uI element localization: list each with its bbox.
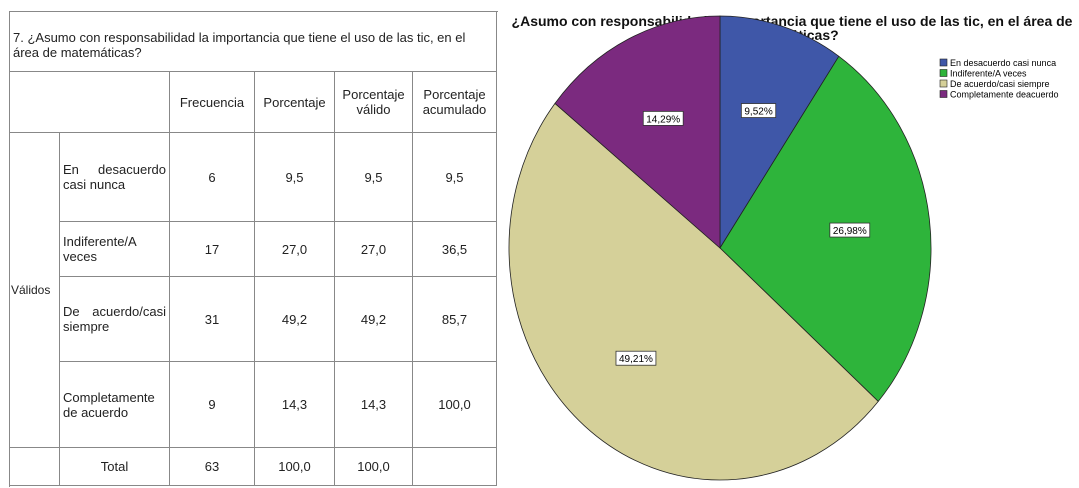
column-header: Porcentaje válido [335, 72, 413, 133]
table-cell: 49,2 [255, 277, 335, 362]
total-label: Total [60, 448, 170, 486]
legend-label: En desacuerdo casi nunca [950, 58, 1056, 68]
table-cell: 14,3 [335, 362, 413, 448]
data-label: 14,29% [646, 114, 680, 125]
pie-slice [719, 15, 840, 250]
header-blank [10, 72, 170, 133]
column-header: Porcentaje acumulado [413, 72, 497, 133]
table-cell: 27,0 [255, 222, 335, 277]
table-cell: 9,5 [335, 133, 413, 222]
legend-label: De acuerdo/casi siempre [950, 79, 1050, 89]
table-cell: 49,2 [335, 277, 413, 362]
legend-label: Indiferente/A veces [950, 69, 1027, 79]
row-label: Indiferente/A veces [60, 222, 170, 277]
row-label: De acuerdo/casi siempre [60, 277, 170, 362]
table-cell: 31 [170, 277, 255, 362]
table-cell: 14,3 [255, 362, 335, 448]
data-label: 49,21% [619, 354, 653, 365]
pie-slice [554, 15, 721, 249]
table-cell: 100,0 [413, 362, 497, 448]
total-label-blank [10, 448, 60, 486]
row-label: En desacuerdo casi nunca [60, 133, 170, 222]
total-blank [413, 448, 497, 486]
table-cell: 9 [170, 362, 255, 448]
data-label-box [642, 111, 684, 126]
table-cell: 17 [170, 222, 255, 277]
table-title: 7. ¿Asumo con responsabilidad la importa… [10, 12, 497, 72]
group-label: Válidos [10, 133, 60, 448]
column-header: Porcentaje [255, 72, 335, 133]
table-cell: 9,5 [413, 133, 497, 222]
data-label-box [615, 350, 657, 366]
table-cell: 85,7 [413, 277, 497, 362]
table-cell: 36,5 [413, 222, 497, 277]
legend-label: Completamente deacuerdo [950, 90, 1059, 100]
data-label: 26,98% [833, 226, 867, 237]
column-header: Frecuencia [170, 72, 255, 133]
pie-slice [508, 102, 879, 481]
legend-swatch [939, 90, 948, 98]
data-label-box [740, 103, 777, 118]
legend-swatch [939, 79, 948, 88]
row-label: Completamente de acuerdo [60, 362, 170, 448]
pie-slice [719, 55, 932, 403]
total-cell: 63 [170, 448, 255, 486]
total-cell: 100,0 [255, 448, 335, 486]
data-label: 9,52% [744, 107, 772, 118]
table-cell: 6 [170, 133, 255, 222]
total-cell: 100,0 [335, 448, 413, 486]
table-cell: 27,0 [335, 222, 413, 277]
legend-swatch [939, 58, 948, 67]
data-label-box [829, 222, 871, 238]
legend-swatch [939, 69, 948, 77]
table-cell: 9,5 [255, 133, 335, 222]
table-frame [9, 11, 498, 487]
